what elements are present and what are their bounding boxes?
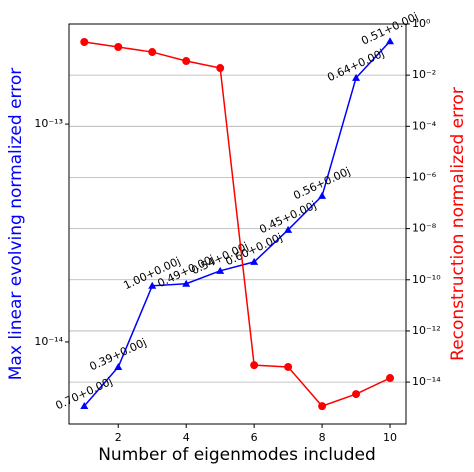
y-tick-label: 10⁻¹⁴: [34, 335, 63, 348]
plot-frame: [68, 23, 407, 425]
marker: [352, 390, 361, 399]
y2-axis-label: Reconstruction normalized error: [448, 87, 468, 361]
marker: [250, 257, 259, 265]
x-tick-label: 2: [115, 431, 122, 444]
marker: [352, 73, 361, 81]
x-axis-label: Number of eigenmodes included: [98, 445, 376, 465]
series-line: [83, 40, 391, 407]
marker: [80, 402, 89, 410]
marker: [284, 362, 293, 371]
y-tick-label: 10⁻¹³: [34, 117, 63, 130]
marker: [148, 281, 157, 289]
marker: [148, 48, 157, 57]
marker: [284, 225, 293, 233]
marker: [114, 43, 123, 52]
y2-tick-label: 10⁻⁴: [412, 119, 437, 132]
y2-tick-label: 10⁻⁸: [412, 222, 437, 235]
y2-tick-label: 10⁰: [412, 17, 431, 30]
y-axis-label: Max linear evolving normalized error: [6, 68, 26, 380]
y2-tick-label: 10⁻¹⁰: [412, 273, 441, 286]
marker: [182, 57, 191, 66]
series-line: [84, 41, 391, 407]
marker: [216, 64, 225, 73]
y2-tick-label: 10⁻¹²: [412, 324, 441, 337]
x-tick-label: 6: [251, 431, 258, 444]
marker: [216, 266, 225, 274]
marker: [386, 37, 395, 45]
y2-tick-label: 10⁻⁶: [412, 170, 437, 183]
marker: [80, 37, 89, 46]
marker: [250, 361, 259, 370]
marker: [318, 402, 327, 411]
marker: [114, 363, 123, 371]
y2-tick-label: 10⁻¹⁴: [412, 375, 441, 388]
x-tick-label: 10: [383, 431, 397, 444]
x-tick-label: 4: [183, 431, 190, 444]
x-tick-label: 8: [319, 431, 326, 444]
y2-tick-label: 10⁻²: [412, 68, 436, 81]
marker: [386, 374, 395, 383]
marker: [318, 191, 327, 199]
marker: [182, 279, 191, 287]
